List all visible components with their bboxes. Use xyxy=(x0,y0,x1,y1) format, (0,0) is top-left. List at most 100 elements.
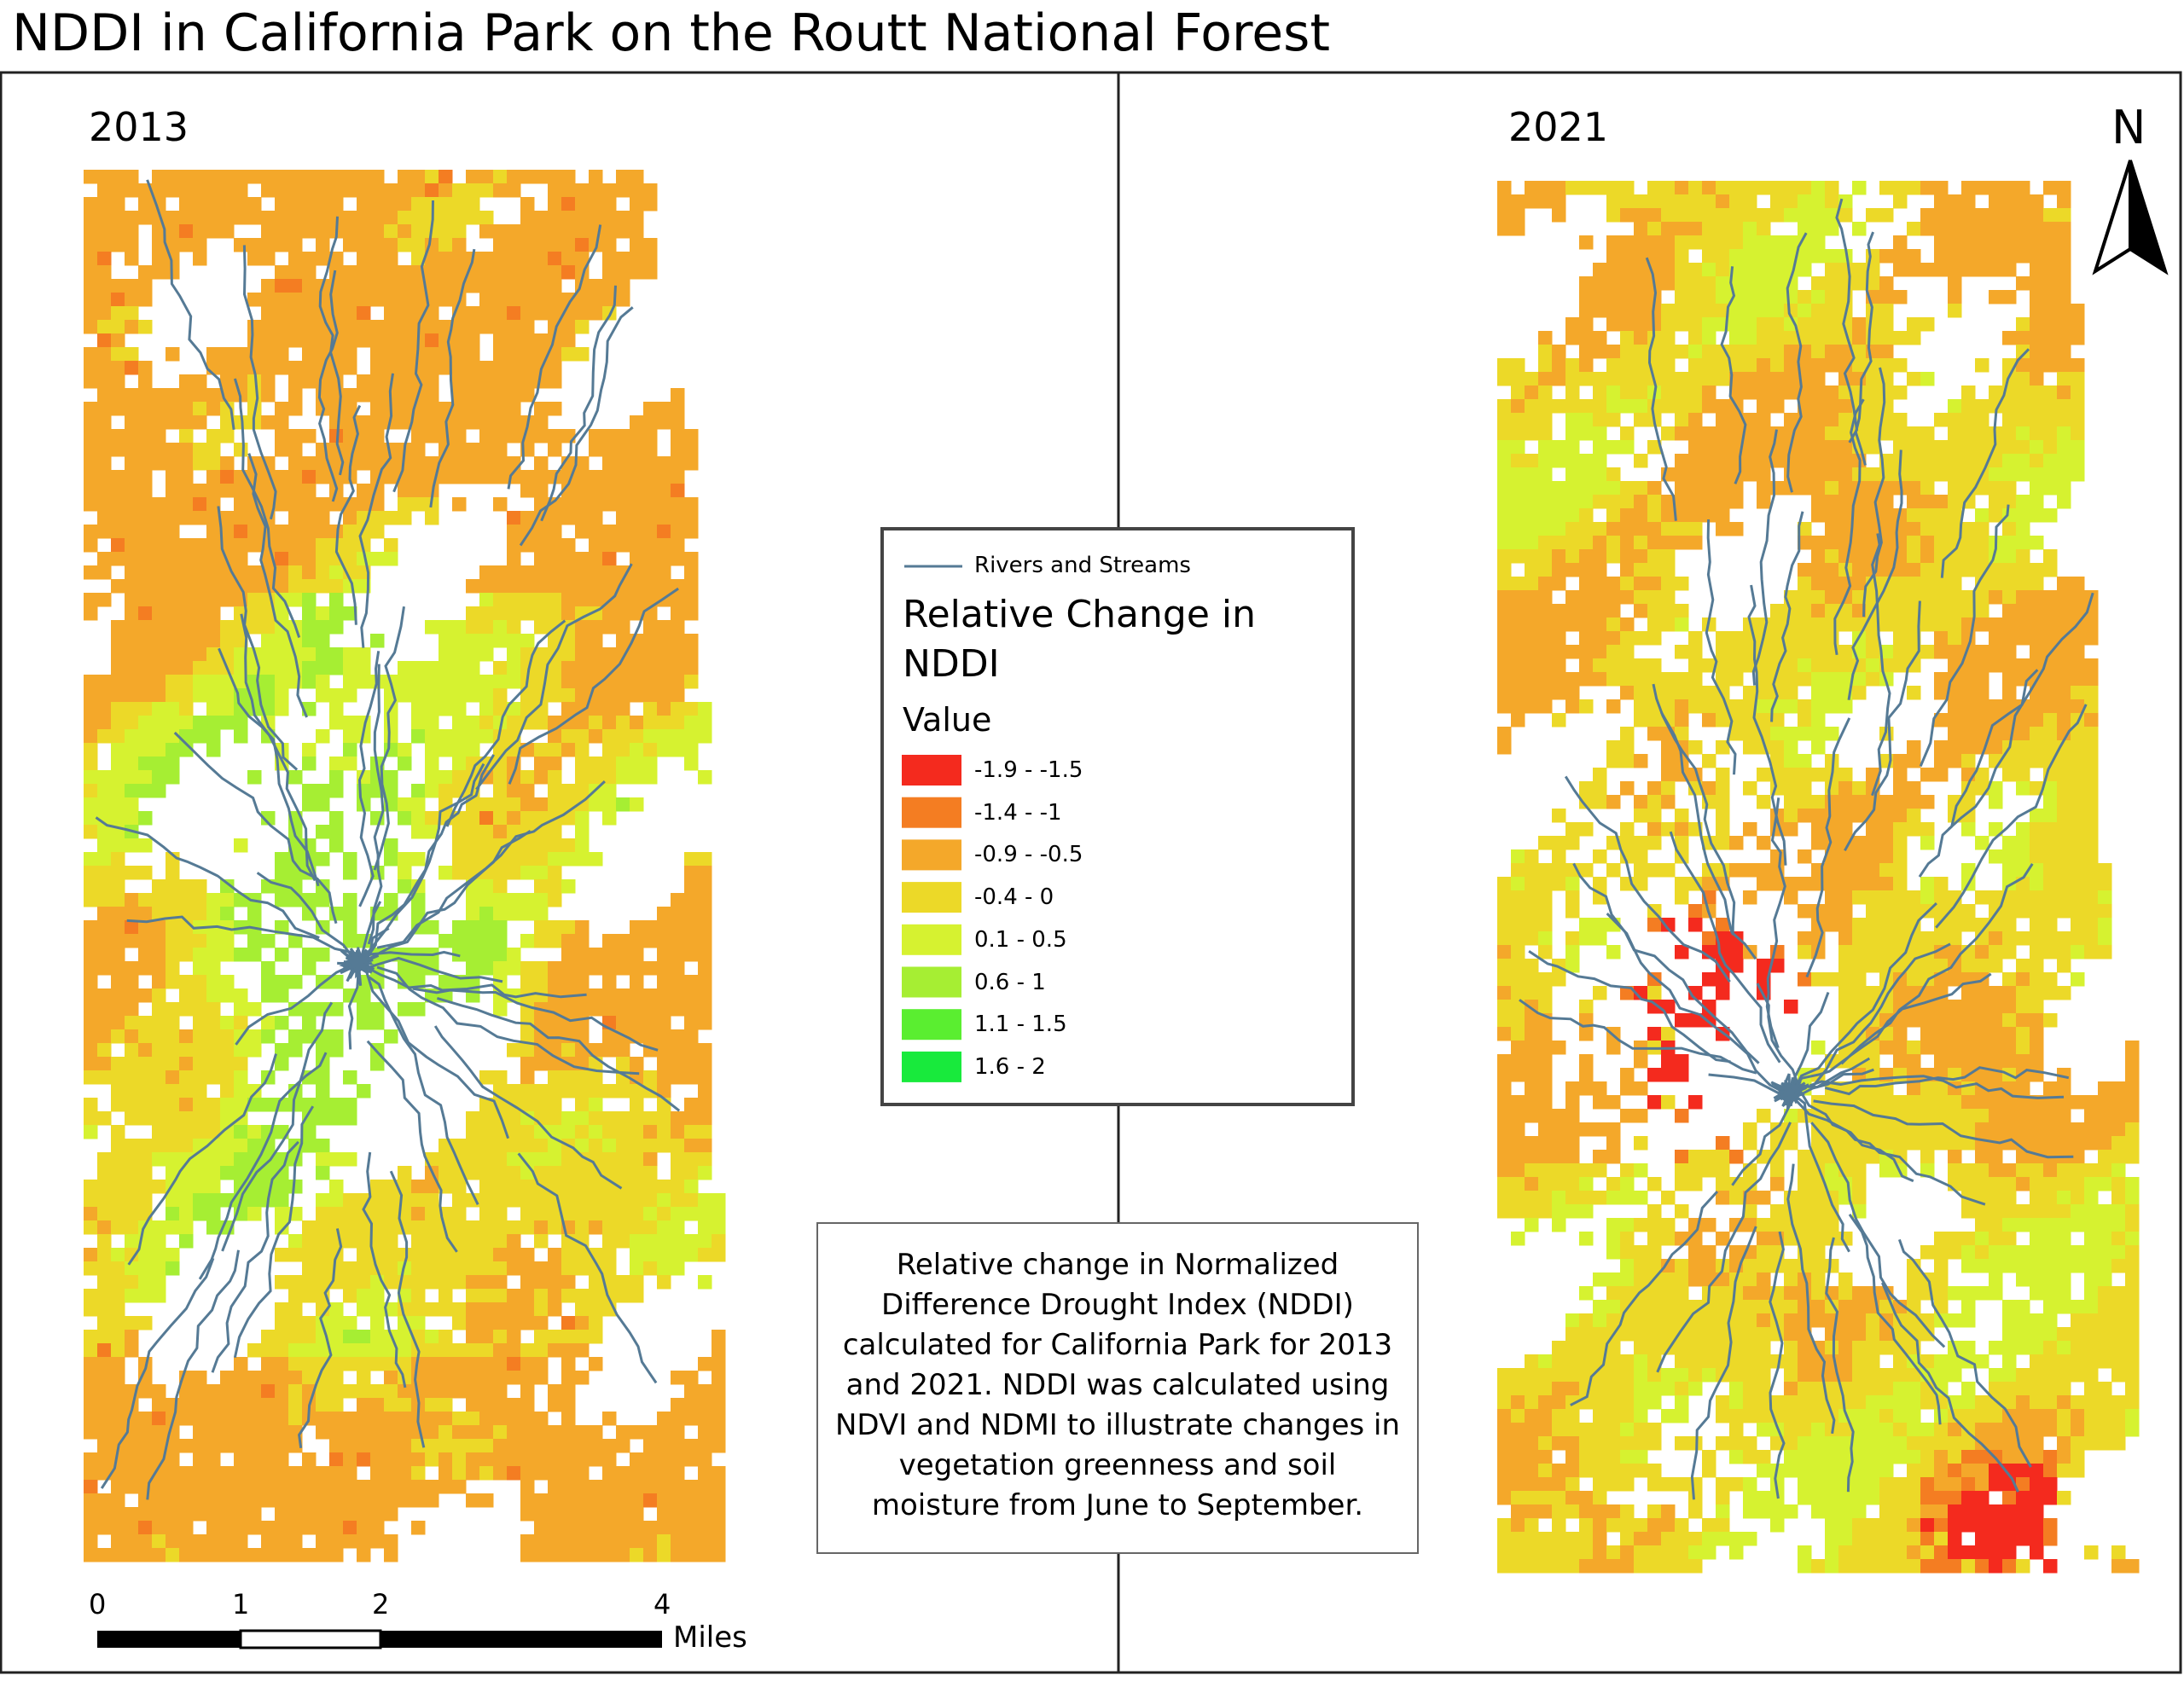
raster-cell xyxy=(561,224,576,239)
raster-cell xyxy=(329,1425,344,1440)
raster-cell xyxy=(439,647,453,662)
raster-cell xyxy=(1565,549,1580,564)
raster-cell xyxy=(671,1111,685,1126)
raster-cell xyxy=(561,948,576,962)
raster-cell xyxy=(684,879,699,894)
raster-cell xyxy=(97,934,112,948)
raster-cell xyxy=(220,1439,235,1453)
raster-cell xyxy=(1525,658,1539,673)
raster-cell xyxy=(479,852,494,867)
raster-cell xyxy=(1757,249,1771,264)
raster-cell xyxy=(125,675,139,689)
raster-cell xyxy=(357,1289,371,1303)
raster-cell xyxy=(357,1275,371,1290)
raster-cell xyxy=(261,1384,276,1399)
raster-cell xyxy=(125,1193,139,1208)
raster-cell xyxy=(138,1493,153,1508)
raster-cell xyxy=(1593,372,1607,386)
raster-cell xyxy=(247,620,262,635)
raster-cell xyxy=(329,838,344,853)
raster-cell xyxy=(2030,304,2044,318)
raster-cell xyxy=(630,675,644,689)
raster-cell xyxy=(1784,181,1798,195)
raster-cell xyxy=(152,1466,166,1481)
raster-cell xyxy=(602,675,617,689)
raster-cell xyxy=(1811,481,1826,496)
raster-cell xyxy=(166,920,180,935)
raster-cell xyxy=(166,1220,180,1235)
raster-cell xyxy=(152,456,166,471)
raster-cell xyxy=(302,293,317,307)
raster-cell xyxy=(2057,386,2071,400)
raster-cell xyxy=(520,1357,535,1371)
raster-cell xyxy=(561,1439,576,1453)
raster-cell xyxy=(1552,617,1566,632)
raster-cell xyxy=(1716,290,1730,304)
raster-cell xyxy=(398,293,412,307)
raster-cell xyxy=(1675,686,1689,700)
raster-cell xyxy=(234,1016,248,1030)
raster-cell xyxy=(643,1220,658,1235)
raster-cell xyxy=(316,443,330,457)
raster-cell xyxy=(97,1057,112,1071)
raster-cell xyxy=(452,702,467,716)
raster-cell xyxy=(684,1180,699,1194)
raster-cell xyxy=(452,1439,467,1453)
raster-cell xyxy=(479,565,494,580)
raster-cell xyxy=(1552,454,1566,468)
raster-cell xyxy=(1961,399,1976,414)
raster-cell xyxy=(493,784,508,798)
raster-cell xyxy=(1538,331,1553,345)
raster-cell xyxy=(520,238,535,252)
raster-cell xyxy=(671,1248,685,1262)
raster-cell xyxy=(589,443,603,457)
raster-cell xyxy=(261,415,276,430)
raster-cell xyxy=(1647,549,1662,564)
raster-cell xyxy=(425,511,439,525)
raster-cell xyxy=(247,525,262,539)
raster-cell xyxy=(84,1289,98,1303)
raster-cell xyxy=(152,238,166,252)
raster-cell xyxy=(671,1480,685,1494)
raster-cell xyxy=(479,1180,494,1194)
raster-cell xyxy=(2030,208,2044,223)
raster-cell xyxy=(1593,522,1607,536)
raster-cell xyxy=(684,1016,699,1030)
raster-cell xyxy=(698,907,712,921)
raster-cell xyxy=(1798,768,1812,782)
raster-cell xyxy=(179,429,194,443)
raster-cell xyxy=(548,361,562,375)
raster-cell xyxy=(288,402,303,416)
raster-cell xyxy=(84,470,98,484)
raster-cell xyxy=(97,825,112,839)
raster-cell xyxy=(534,1521,549,1535)
raster-cell xyxy=(1634,263,1648,277)
raster-cell xyxy=(575,1139,590,1153)
raster-cell xyxy=(398,1166,412,1180)
raster-cell xyxy=(302,1070,317,1085)
raster-cell xyxy=(684,893,699,907)
raster-cell xyxy=(1948,194,1962,209)
raster-cell xyxy=(643,1452,658,1467)
raster-cell xyxy=(1975,617,1989,632)
raster-cell xyxy=(1920,617,1935,632)
raster-cell xyxy=(671,620,685,635)
raster-cell xyxy=(111,1016,125,1030)
raster-cell xyxy=(479,1289,494,1303)
raster-cell xyxy=(357,211,371,225)
raster-cell xyxy=(507,333,521,348)
raster-cell xyxy=(548,593,562,607)
raster-cell xyxy=(152,497,166,512)
raster-cell xyxy=(1675,399,1689,414)
raster-cell xyxy=(616,252,630,266)
raster-cell xyxy=(97,293,112,307)
raster-cell xyxy=(1716,522,1730,536)
raster-cell xyxy=(1798,522,1812,536)
raster-cell xyxy=(630,497,644,512)
raster-cell xyxy=(1606,740,1621,755)
raster-cell xyxy=(111,170,125,184)
raster-cell xyxy=(1620,358,1635,373)
raster-cell xyxy=(398,1180,412,1194)
raster-cell xyxy=(179,975,194,989)
raster-cell xyxy=(2057,699,2071,714)
